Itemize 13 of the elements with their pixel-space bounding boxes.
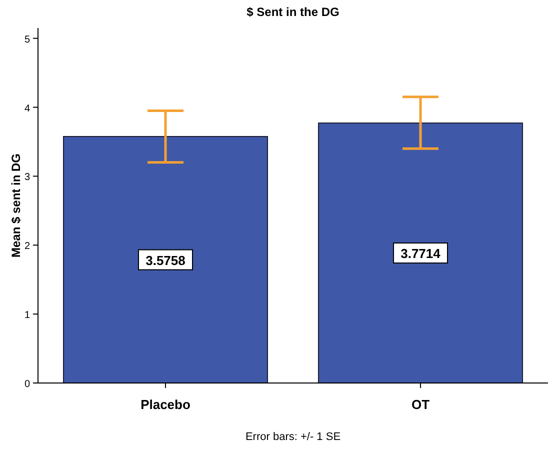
y-tick-label: 1 (24, 310, 30, 322)
y-tick-label: 3 (24, 172, 30, 184)
y-tick-label: 0 (24, 379, 30, 390)
y-tick-label: 4 (24, 103, 30, 114)
data-label: 3.5758 (146, 252, 186, 268)
chart-title: $ Sent in the DG (246, 5, 340, 19)
y-tick-label: 2 (24, 241, 30, 252)
y-tick-label: 5 (24, 34, 30, 46)
x-tick-label: OT (411, 397, 430, 412)
text: Error bars: +/- 1 SE (245, 431, 341, 443)
data-label: 3.7714 (400, 246, 442, 262)
y-axis-title: Mean $ sent in DG (9, 153, 23, 258)
x-tick-label: Placebo (140, 397, 190, 412)
